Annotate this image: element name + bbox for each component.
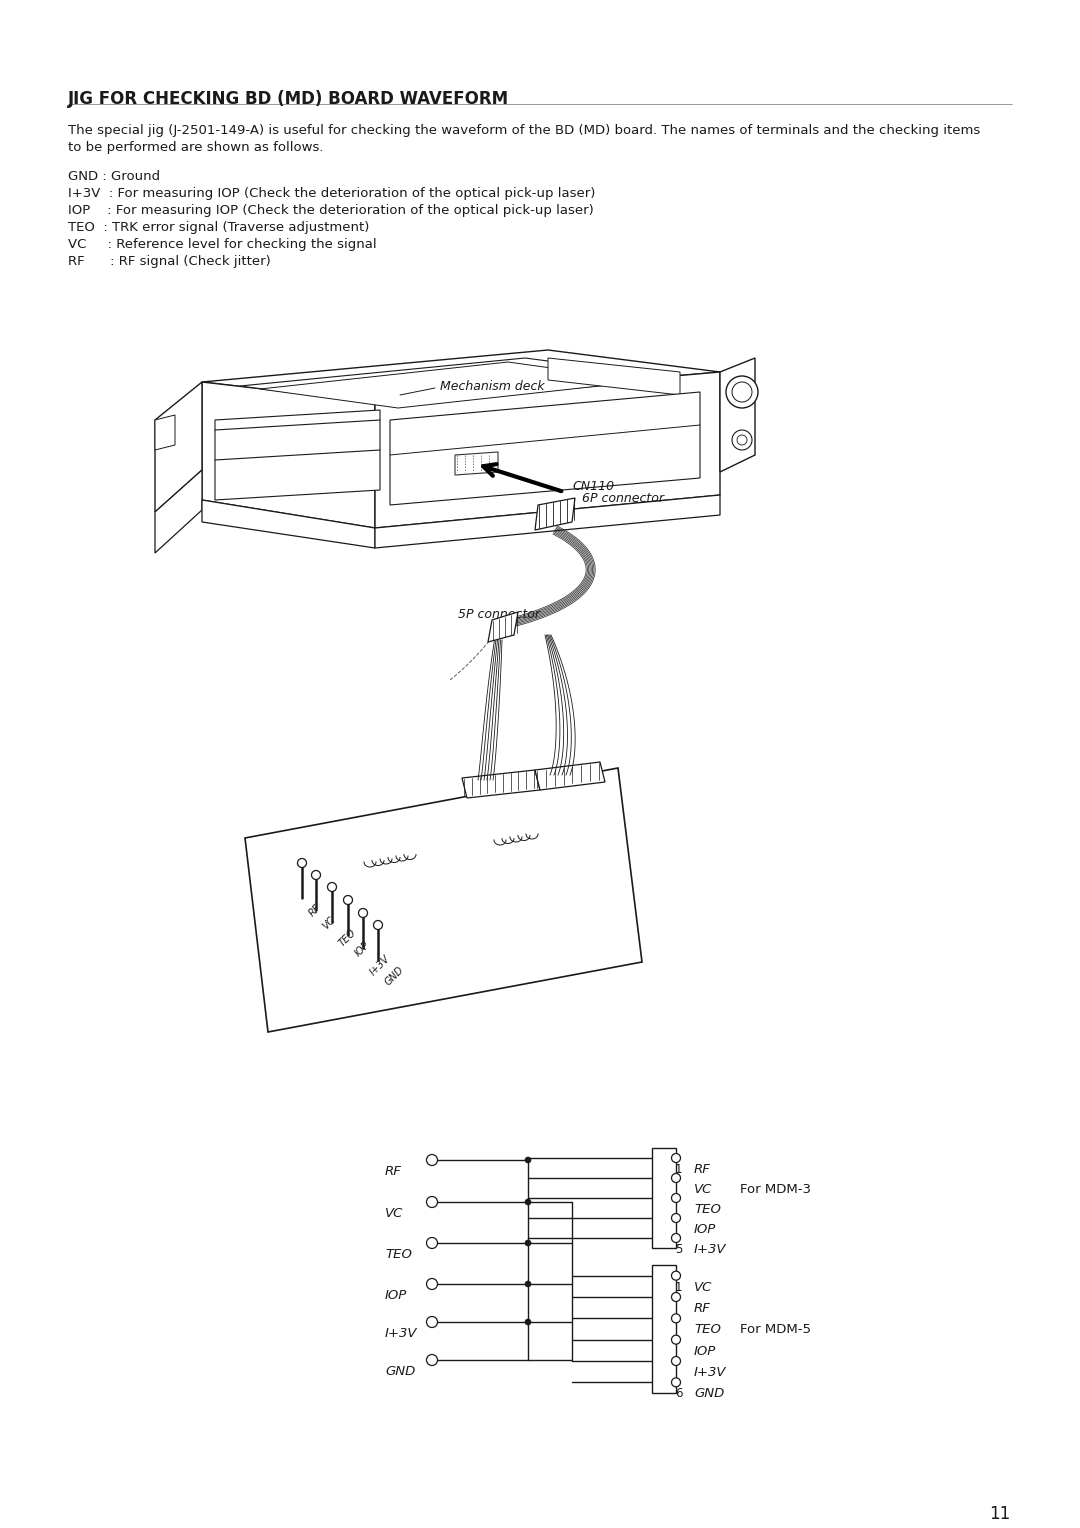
Circle shape [327,883,337,891]
Text: IOP: IOP [384,1290,407,1302]
Circle shape [672,1174,680,1183]
Polygon shape [720,358,755,472]
Text: I+3V: I+3V [694,1366,727,1378]
Circle shape [343,895,352,905]
Polygon shape [202,382,375,529]
Circle shape [672,1293,680,1302]
Text: VC: VC [694,1280,713,1294]
Text: VC: VC [384,1207,403,1219]
Circle shape [726,376,758,408]
Circle shape [525,1199,531,1206]
Circle shape [672,1357,680,1366]
Polygon shape [462,770,540,798]
Text: TEO: TEO [384,1248,411,1261]
Polygon shape [455,452,498,475]
Text: GND: GND [694,1387,725,1400]
Text: GND: GND [384,1365,416,1378]
Text: For MDM-3: For MDM-3 [740,1183,811,1196]
Polygon shape [652,1148,676,1248]
Text: 6: 6 [675,1387,683,1400]
Text: 5P connector: 5P connector [458,608,540,620]
Polygon shape [156,416,175,451]
Polygon shape [245,769,642,1031]
Circle shape [297,859,307,868]
Text: JIG FOR CHECKING BD (MD) BOARD WAVEFORM: JIG FOR CHECKING BD (MD) BOARD WAVEFORM [68,90,509,108]
Circle shape [672,1335,680,1345]
Circle shape [427,1317,437,1328]
Text: 1: 1 [675,1280,683,1294]
Circle shape [672,1213,680,1222]
Text: 5: 5 [675,1242,683,1256]
Text: RF      : RF signal (Check jitter): RF : RF signal (Check jitter) [68,255,271,267]
Polygon shape [488,613,518,642]
Text: TEO  : TRK error signal (Traverse adjustment): TEO : TRK error signal (Traverse adjustm… [68,222,369,234]
Text: Mechanism deck: Mechanism deck [440,380,544,393]
Circle shape [359,909,367,917]
Text: TEO: TEO [694,1323,720,1337]
Polygon shape [535,762,605,790]
Text: RF: RF [307,903,323,918]
Text: TEO: TEO [337,927,359,947]
Polygon shape [652,1265,676,1394]
Text: to be performed are shown as follows.: to be performed are shown as follows. [68,141,324,154]
Polygon shape [260,362,645,408]
Circle shape [525,1280,531,1287]
Polygon shape [215,410,380,500]
Polygon shape [375,371,720,529]
Circle shape [427,1279,437,1290]
Circle shape [737,435,747,445]
Circle shape [732,382,752,402]
Text: RF: RF [694,1163,711,1177]
Text: I+3V  : For measuring IOP (Check the deterioration of the optical pick-up laser): I+3V : For measuring IOP (Check the dete… [68,186,595,200]
Text: 6P connector: 6P connector [582,492,664,504]
Text: GND: GND [383,966,406,987]
Text: IOP: IOP [694,1222,716,1236]
Text: For MDM-5: For MDM-5 [740,1323,811,1337]
Circle shape [672,1233,680,1242]
Text: I+3V: I+3V [694,1242,727,1256]
Polygon shape [202,500,375,549]
Text: IOP: IOP [694,1345,716,1358]
Text: IOP    : For measuring IOP (Check the deterioration of the optical pick-up laser: IOP : For measuring IOP (Check the deter… [68,205,594,217]
Text: VC: VC [321,915,338,932]
Polygon shape [535,498,575,530]
Circle shape [374,920,382,929]
Polygon shape [548,358,680,396]
Circle shape [672,1314,680,1323]
Polygon shape [375,495,720,549]
Text: 11: 11 [989,1505,1010,1523]
Circle shape [672,1193,680,1203]
Polygon shape [240,358,678,406]
Text: The special jig (J-2501-149-A) is useful for checking the waveform of the BD (MD: The special jig (J-2501-149-A) is useful… [68,124,981,138]
Text: RF: RF [384,1164,402,1178]
Polygon shape [156,382,202,512]
Polygon shape [156,471,202,553]
Circle shape [672,1154,680,1163]
Circle shape [732,429,752,451]
Text: VC: VC [694,1183,713,1196]
Text: I+3V: I+3V [368,953,392,976]
Circle shape [672,1378,680,1387]
Circle shape [427,1238,437,1248]
Text: TEO: TEO [694,1203,720,1216]
Text: IOP: IOP [353,940,372,958]
Text: RF: RF [694,1302,711,1316]
Text: VC     : Reference level for checking the signal: VC : Reference level for checking the si… [68,238,377,251]
Polygon shape [390,393,700,504]
Circle shape [311,871,321,880]
Text: I+3V: I+3V [384,1326,418,1340]
Polygon shape [202,350,720,402]
Circle shape [525,1241,531,1245]
Circle shape [427,1155,437,1166]
Circle shape [672,1271,680,1280]
Text: CN110: CN110 [572,480,615,494]
Circle shape [525,1319,531,1325]
Circle shape [525,1157,531,1163]
Text: 1: 1 [675,1163,683,1177]
Text: GND : Ground: GND : Ground [68,170,160,183]
Circle shape [427,1354,437,1366]
Circle shape [427,1196,437,1207]
